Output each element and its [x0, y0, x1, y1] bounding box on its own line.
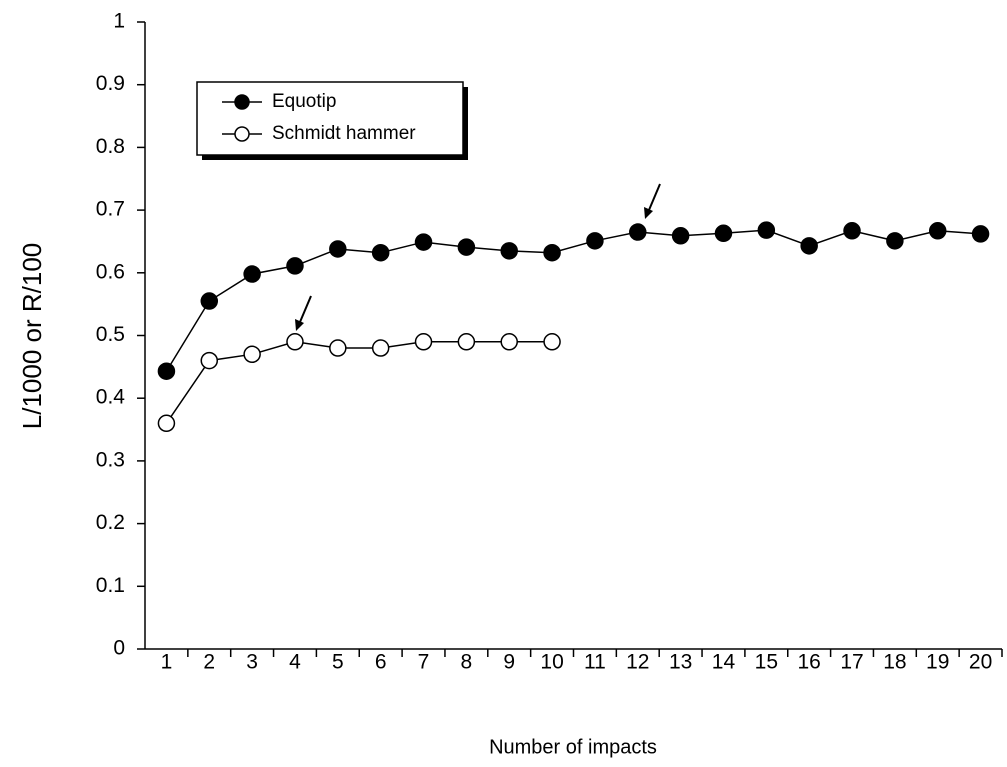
annotation-arrow — [644, 183, 661, 219]
y-tick-label: 0.5 — [96, 323, 125, 346]
x-tick-label: 18 — [883, 651, 906, 674]
x-tick-label: 4 — [289, 651, 301, 674]
y-tick-label: 0.4 — [96, 386, 126, 409]
y-tick-label: 1 — [113, 10, 125, 33]
y-tick-label: 0.1 — [96, 574, 125, 597]
data-point — [500, 242, 518, 260]
x-tick-label: 16 — [797, 651, 820, 674]
legend-box — [196, 81, 464, 156]
data-point — [200, 292, 219, 310]
data-point — [157, 414, 176, 433]
x-tick-label: 9 — [503, 651, 515, 674]
data-point — [671, 227, 690, 245]
data-point — [371, 243, 390, 262]
y-tick-label: 0.2 — [96, 511, 125, 534]
x-tick-label: 14 — [712, 651, 736, 674]
legend-label: Equotip — [272, 91, 336, 112]
data-point — [414, 333, 433, 351]
data-point — [843, 222, 861, 240]
data-point — [457, 238, 476, 256]
x-tick-label: 2 — [203, 651, 215, 674]
data-point — [586, 232, 604, 250]
data-point — [543, 333, 561, 351]
x-tick-label: 10 — [540, 651, 563, 674]
data-point — [286, 333, 304, 351]
x-tick-label: 20 — [969, 651, 992, 674]
data-point — [500, 333, 518, 351]
data-point — [886, 232, 904, 250]
data-point — [286, 257, 304, 275]
data-point — [329, 339, 347, 357]
data-point — [543, 243, 561, 262]
data-point — [243, 265, 261, 283]
y-tick-label: 0.7 — [96, 198, 125, 221]
y-axis-label: L/1000 or R/100 — [17, 243, 47, 429]
data-point — [371, 339, 390, 357]
series-line — [165, 229, 981, 372]
data-point — [629, 223, 647, 241]
y-tick-label: 0.6 — [96, 260, 125, 283]
data-point — [329, 240, 347, 258]
x-tick-label: 6 — [375, 651, 387, 674]
x-tick-label: 19 — [926, 651, 949, 674]
data-point — [200, 351, 219, 370]
x-tick-label: 5 — [332, 651, 344, 674]
x-tick-label: 15 — [755, 651, 778, 674]
legend: Equotip Schmidt hammer — [196, 81, 468, 160]
x-tick-label: 3 — [246, 651, 258, 674]
x-tick-label: 12 — [626, 651, 649, 674]
x-tick-label: 7 — [418, 651, 430, 674]
data-point — [928, 222, 947, 240]
data-point — [971, 225, 990, 243]
x-tick-label: 17 — [840, 651, 863, 674]
data-point — [757, 221, 776, 239]
y-tick-label: 0 — [113, 637, 125, 660]
data-point — [414, 233, 433, 251]
data-point — [243, 345, 261, 364]
x-axis-label: Number of impacts — [489, 736, 657, 758]
legend-marker — [234, 126, 250, 142]
data-point — [457, 333, 476, 351]
data-point — [157, 362, 176, 380]
y-tick-label: 0.9 — [96, 72, 125, 95]
y-tick-label: 0.3 — [96, 448, 125, 471]
x-tick-label: 11 — [584, 651, 606, 674]
x-tick-label: 1 — [161, 651, 173, 674]
x-tick-label: 13 — [669, 651, 692, 674]
legend-label: Schmidt hammer — [272, 123, 416, 144]
annotation-arrow — [295, 295, 312, 331]
data-point — [800, 237, 818, 255]
y-tick-label: 0.8 — [96, 135, 125, 158]
data-point — [714, 224, 733, 243]
legend-marker — [234, 94, 250, 110]
x-tick-label: 8 — [461, 651, 473, 674]
series-line — [165, 341, 553, 424]
